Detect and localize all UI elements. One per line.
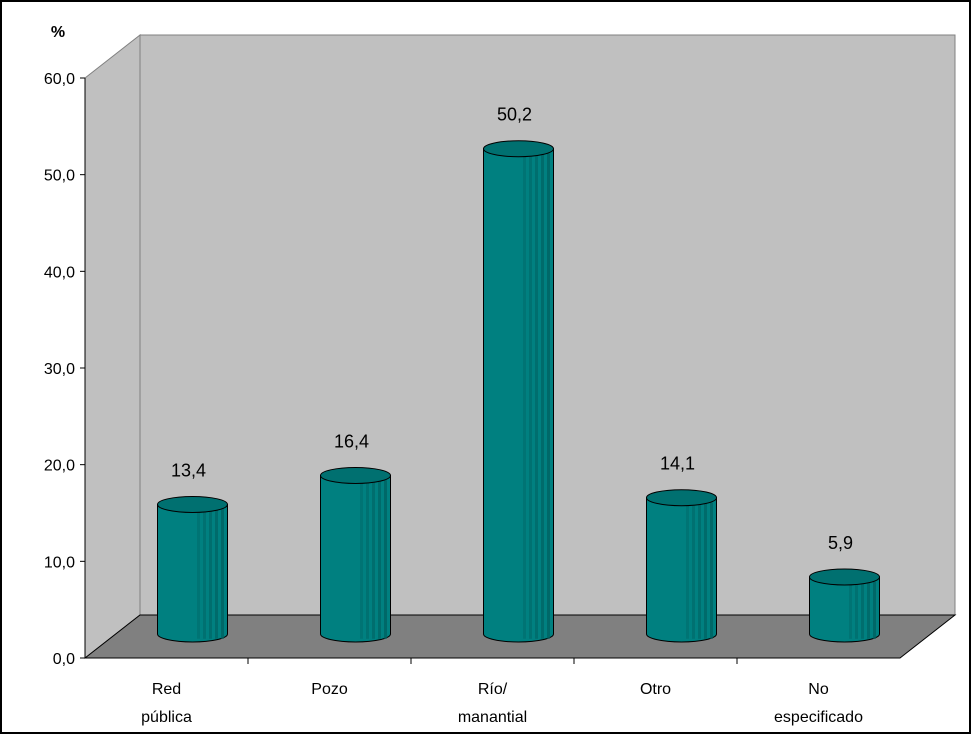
bar xyxy=(157,495,228,643)
y-tick-label: 0,0 xyxy=(53,651,75,668)
bar-top xyxy=(157,495,228,513)
x-tick-label-line: especificado xyxy=(774,709,863,726)
x-tick-label-line: Pozo xyxy=(311,681,348,698)
x-tick-label: No especificado xyxy=(774,681,863,726)
bar-top xyxy=(320,466,391,484)
y-tick-label: 50,0 xyxy=(44,168,75,185)
x-tick-label-line: Otro xyxy=(640,681,671,698)
bar-top xyxy=(646,489,717,507)
bar-top xyxy=(809,568,880,586)
bar-top xyxy=(483,140,554,158)
chart-labels: 0,0 10,0 20,0 30,0 40,0 50,0 60,0 13,4 Red públic… xyxy=(44,71,863,726)
bar xyxy=(646,489,717,643)
data-label: 16,4 xyxy=(334,431,369,451)
x-tick-label-line: manantial xyxy=(458,709,527,726)
y-tick-label: 60,0 xyxy=(44,71,75,88)
y-tick-label: 20,0 xyxy=(44,458,75,475)
x-tick-label-line: pública xyxy=(141,709,192,726)
x-tick-label: Red pública xyxy=(141,681,192,726)
data-label: 14,1 xyxy=(660,454,695,474)
data-label: 50,2 xyxy=(497,105,532,125)
bar xyxy=(320,466,391,643)
x-tick-label: Pozo xyxy=(311,681,348,698)
bar xyxy=(809,568,880,643)
y-axis-unit-label: % xyxy=(51,24,65,41)
x-tick-label: Otro xyxy=(640,681,671,698)
y-tick-label: 40,0 xyxy=(44,264,75,281)
data-label: 5,9 xyxy=(828,533,853,553)
x-tick-label-line: Río/ xyxy=(478,681,508,698)
x-tick-label-line: No xyxy=(808,681,829,698)
side-wall xyxy=(84,33,141,660)
y-tick-label: 30,0 xyxy=(44,361,75,378)
x-tick-label: Río/manantial xyxy=(458,681,527,726)
chart-bars xyxy=(157,140,880,643)
bar xyxy=(483,140,554,643)
data-label: 13,4 xyxy=(171,460,206,480)
y-tick-label: 10,0 xyxy=(44,554,75,571)
chart-axes xyxy=(80,77,900,664)
x-tick-label-line: Red xyxy=(152,681,181,698)
